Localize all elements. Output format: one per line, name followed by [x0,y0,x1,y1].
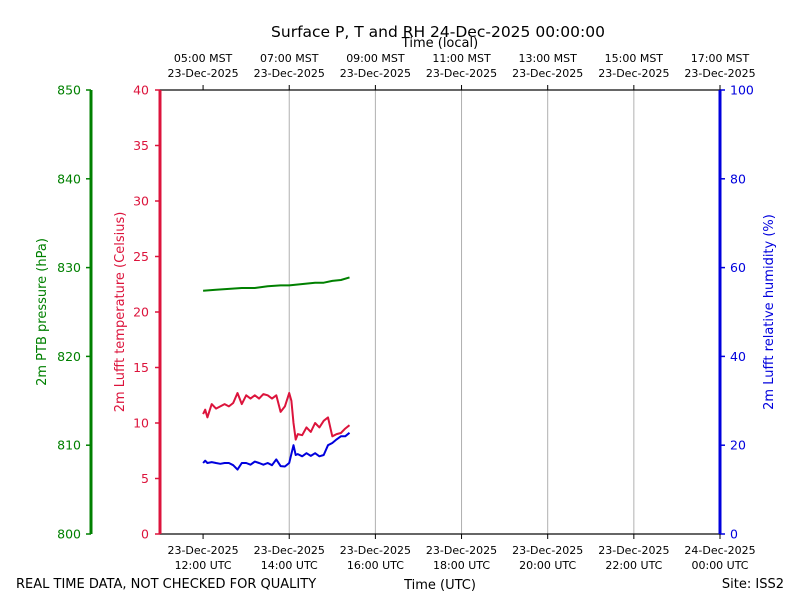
temperature-tick-label: 25 [133,249,149,264]
temperature-tick-label: 20 [133,305,149,320]
top-tick-label-date: 23-Dec-2025 [426,67,497,80]
temperature-tick-label: 10 [133,416,149,431]
x-tick-label-date: 23-Dec-2025 [598,544,669,557]
x-axis-label: Time (UTC) [403,578,476,593]
x-tick-label-time: 20:00 UTC [519,559,576,572]
x-tick-label-time: 18:00 UTC [433,559,490,572]
temperature-tick-label: 30 [133,194,149,209]
top-tick-label-date: 23-Dec-2025 [254,67,325,80]
pressure-tick-label: 850 [57,83,81,98]
temperature-series-line [202,392,351,441]
x-tick-label-time: 22:00 UTC [605,559,662,572]
humidity-tick-label: 100 [730,83,754,98]
top-tick-label-time: 09:00 MST [346,52,405,65]
pressure-tick-label: 830 [57,260,81,275]
temperature-tick-label: 15 [133,360,149,375]
top-tick-label-date: 23-Dec-2025 [684,67,755,80]
pressure-tick-label: 820 [57,349,81,364]
x-tick-label-time: 14:00 UTC [261,559,318,572]
top-axis-label: Time (local) [401,36,478,51]
top-tick-label-time: 05:00 MST [174,52,233,65]
temperature-tick-label: 40 [133,83,149,98]
humidity-tick-label: 60 [730,260,746,275]
top-tick-label-time: 15:00 MST [605,52,664,65]
chart-title: Surface P, T and RH 24-Dec-2025 00:00:00 [271,23,605,41]
x-tick-label-date: 23-Dec-2025 [167,544,238,557]
x-tick-label-time: 12:00 UTC [175,559,232,572]
humidity-tick-label: 40 [730,349,746,364]
top-tick-label-time: 17:00 MST [691,52,750,65]
top-tick-label-time: 07:00 MST [260,52,319,65]
top-tick-label-time: 11:00 MST [432,52,491,65]
pressure-tick-label: 840 [57,171,81,186]
plot-frame [159,89,721,535]
quality-note: REAL TIME DATA, NOT CHECKED FOR QUALITY [16,577,316,592]
x-tick-label-date: 23-Dec-2025 [426,544,497,557]
pressure-tick-label: 800 [57,527,81,542]
x-tick-label-date: 23-Dec-2025 [254,544,325,557]
series-lines [202,276,351,471]
x-tick-label-time: 16:00 UTC [347,559,404,572]
humidity-series-line [202,432,351,471]
vertical-gridlines [288,90,635,534]
top-tick-label-date: 23-Dec-2025 [167,67,238,80]
top-tick-label-date: 23-Dec-2025 [340,67,411,80]
temperature-axis-label: 2m Lufft temperature (Celsius) [113,212,128,413]
top-tick-label-time: 13:00 MST [518,52,577,65]
top-tick-label-date: 23-Dec-2025 [512,67,583,80]
x-tick-label-time: 00:00 UTC [691,559,748,572]
x-tick-label-date: 23-Dec-2025 [512,544,583,557]
pressure-series-line [203,276,350,292]
humidity-tick-label: 80 [730,171,746,186]
humidity-tick-label: 20 [730,438,746,453]
tick-labels: 23-Dec-2025 12:00 UTC 23-Dec-2025 14:00 UTC… [57,52,755,572]
humidity-axis-label: 2m Lufft relative humidity (%) [762,214,777,410]
pressure-tick-label: 810 [57,438,81,453]
humidity-tick-label: 0 [730,527,738,542]
temperature-tick-label: 35 [133,138,149,153]
temperature-tick-label: 0 [141,527,149,542]
x-tick-label-date: 23-Dec-2025 [340,544,411,557]
top-tick-label-date: 23-Dec-2025 [598,67,669,80]
axes [86,89,725,535]
pressure-axis-label: 2m PTB pressure (hPa) [35,238,50,386]
site-label: Site: ISS2 [722,577,784,592]
temperature-tick-label: 5 [141,471,149,486]
x-tick-label-date: 24-Dec-2025 [684,544,755,557]
